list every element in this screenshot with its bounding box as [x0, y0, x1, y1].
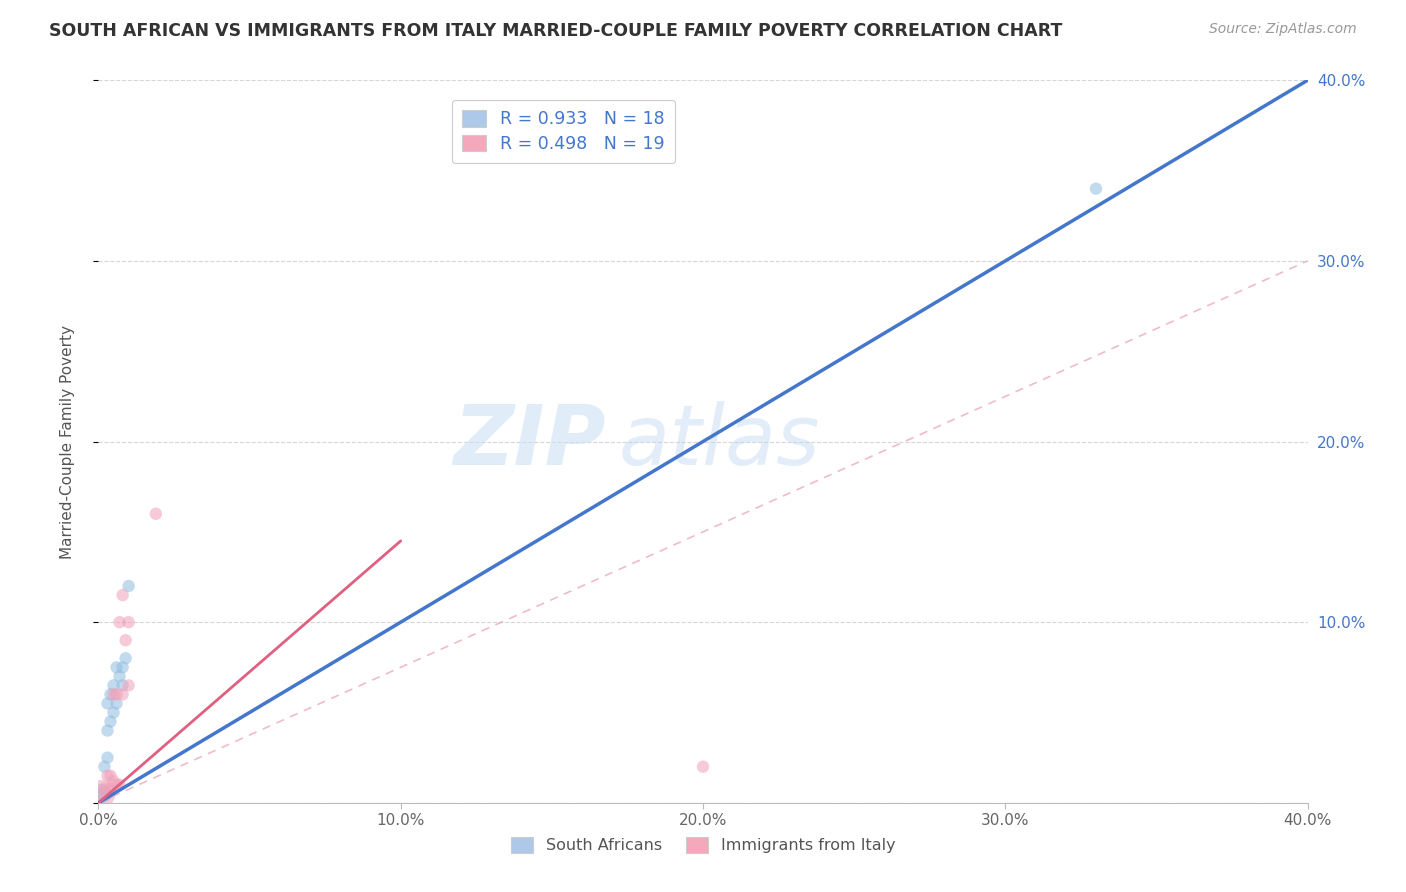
Point: [118, 678, 141, 692]
Legend: South Africans, Immigrants from Italy: South Africans, Immigrants from Italy: [505, 831, 901, 860]
Point: [111, 678, 134, 692]
Point: [96, 723, 118, 738]
Point: [114, 633, 136, 648]
Point: [108, 778, 131, 792]
Point: [105, 697, 128, 711]
Point: [96, 750, 118, 764]
Point: [103, 678, 125, 692]
Y-axis label: Married-Couple Family Poverty: Married-Couple Family Poverty: [60, 325, 75, 558]
Point: [100, 769, 122, 783]
Point: [118, 615, 141, 630]
Point: [100, 781, 122, 796]
Text: SOUTH AFRICAN VS IMMIGRANTS FROM ITALY MARRIED-COUPLE FAMILY POVERTY CORRELATION: SOUTH AFRICAN VS IMMIGRANTS FROM ITALY M…: [49, 22, 1063, 40]
Point: [145, 507, 167, 521]
Point: [93, 760, 115, 774]
Point: [114, 651, 136, 665]
Point: [103, 706, 125, 720]
Point: [108, 615, 131, 630]
Point: [105, 687, 128, 701]
Point: [111, 588, 134, 602]
Point: [118, 579, 141, 593]
Point: [103, 774, 125, 789]
Point: [90, 787, 112, 801]
Point: [93, 781, 115, 796]
Point: [93, 787, 115, 801]
Point: [100, 714, 122, 729]
Text: ZIP: ZIP: [454, 401, 606, 482]
Point: [103, 687, 125, 701]
Point: [90, 787, 112, 801]
Point: [105, 660, 128, 674]
Text: atlas: atlas: [619, 401, 820, 482]
Point: [111, 687, 134, 701]
Point: [692, 760, 714, 774]
Point: [108, 669, 131, 683]
Point: [100, 687, 122, 701]
Point: [1085, 182, 1108, 196]
Point: [96, 769, 118, 783]
Point: [105, 778, 128, 792]
Point: [111, 660, 134, 674]
Text: Source: ZipAtlas.com: Source: ZipAtlas.com: [1209, 22, 1357, 37]
Point: [96, 787, 118, 801]
Point: [96, 697, 118, 711]
